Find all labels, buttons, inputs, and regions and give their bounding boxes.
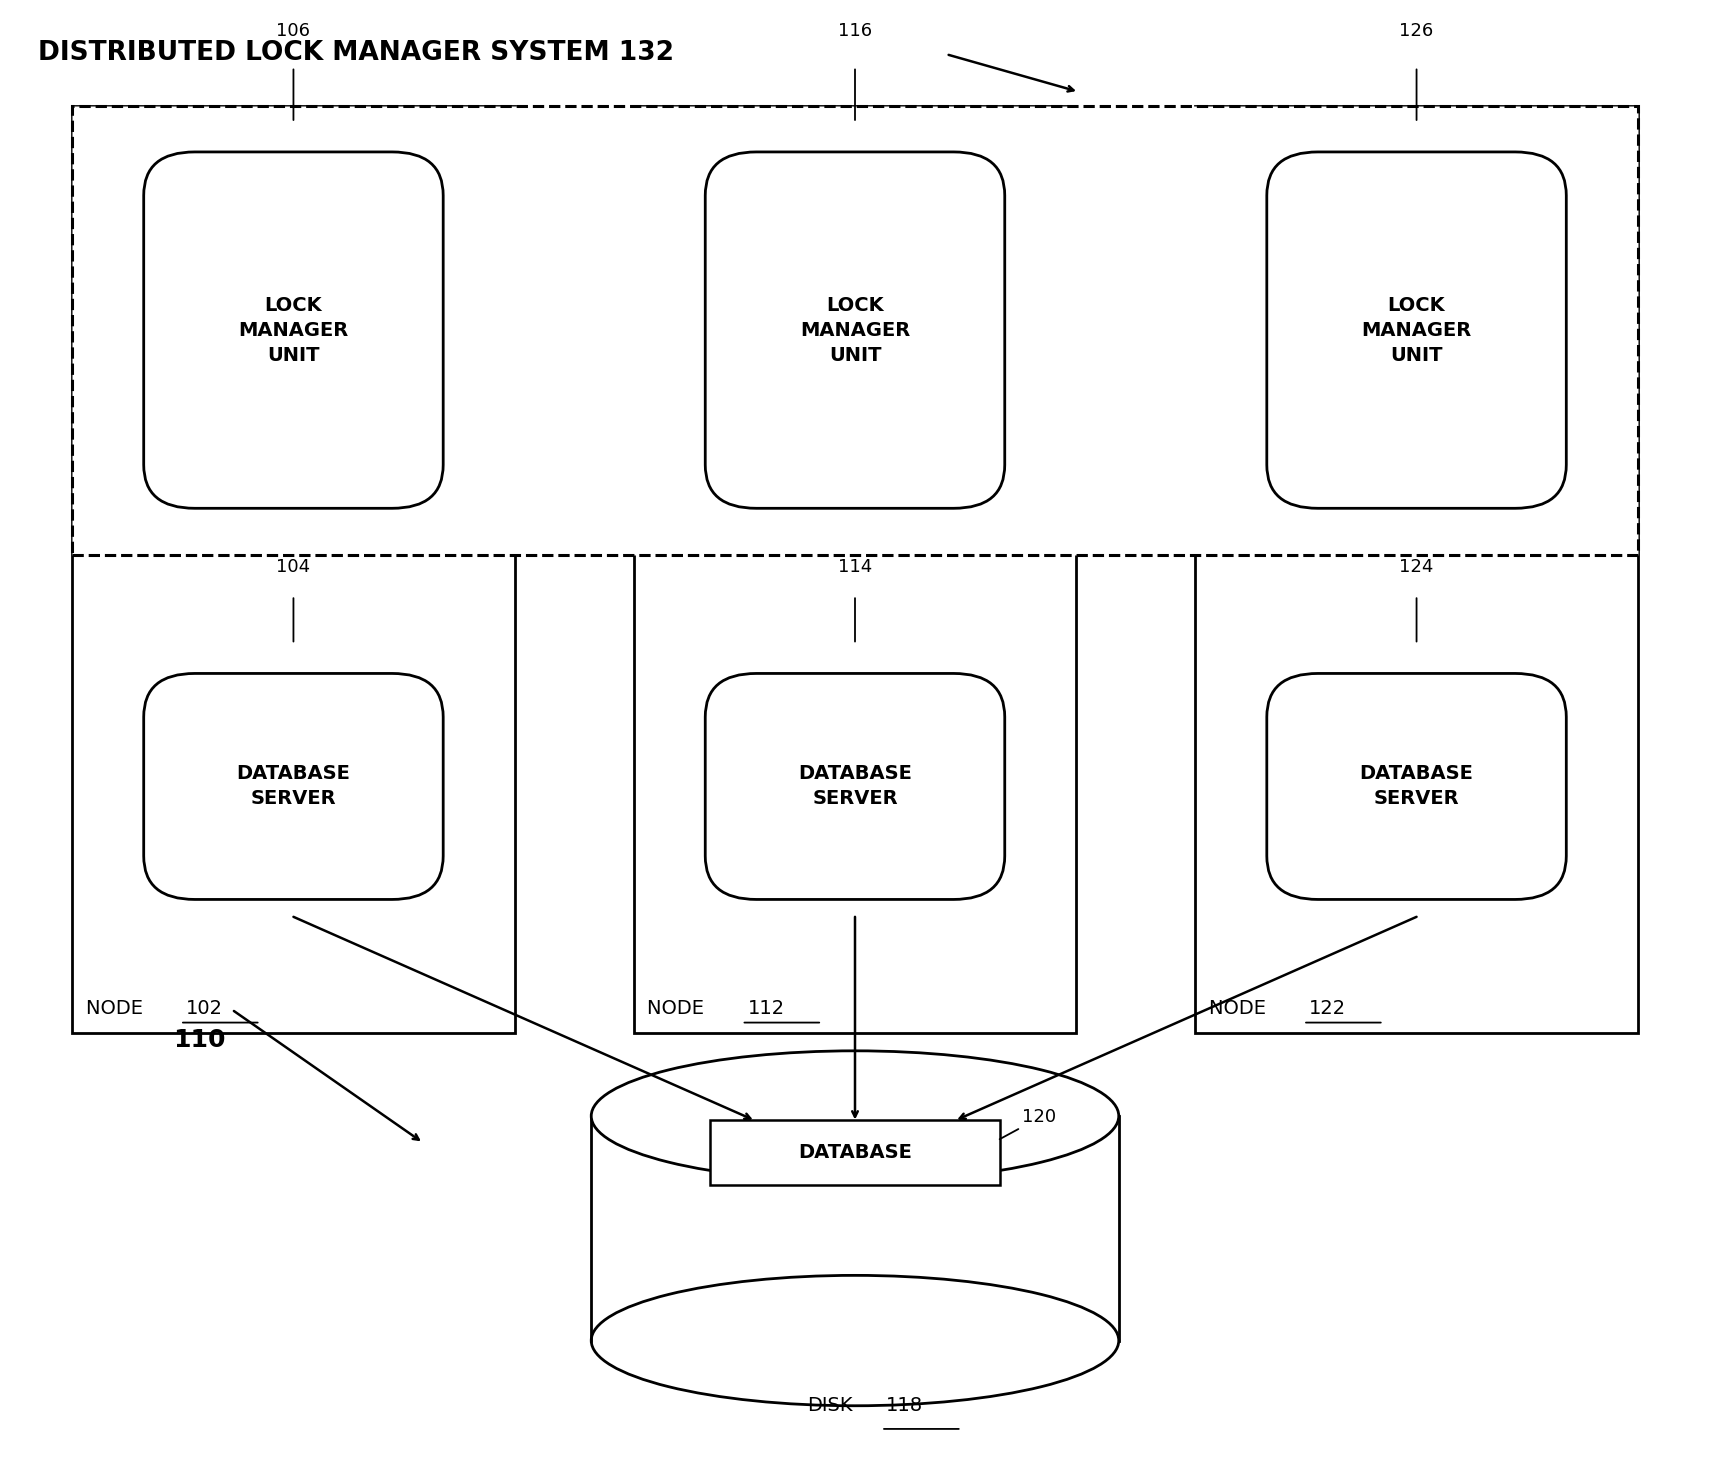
Bar [72, 105, 1638, 555]
Text: DATABASE
SERVER: DATABASE SERVER [236, 765, 351, 809]
FancyBboxPatch shape [144, 673, 443, 899]
Ellipse shape [592, 1050, 1118, 1182]
Bar [1195, 105, 1638, 1033]
Text: 126: 126 [1399, 22, 1433, 41]
Text: LOCK
MANAGER
UNIT: LOCK MANAGER UNIT [238, 296, 349, 364]
Text: 112: 112 [747, 1000, 785, 1018]
Bar [710, 1119, 1000, 1185]
Text: 106: 106 [277, 22, 311, 41]
Text: DISK: DISK [807, 1396, 853, 1415]
Text: DATABASE
SERVER: DATABASE SERVER [1359, 765, 1474, 809]
Text: DATABASE
SERVER: DATABASE SERVER [799, 765, 911, 809]
Text: DATABASE: DATABASE [799, 1142, 911, 1161]
Text: DISTRIBUTED LOCK MANAGER SYSTEM 132: DISTRIBUTED LOCK MANAGER SYSTEM 132 [38, 41, 674, 67]
Text: 116: 116 [838, 22, 872, 41]
Text: 102: 102 [186, 1000, 224, 1018]
Bar [72, 105, 515, 1033]
FancyBboxPatch shape [144, 152, 443, 508]
Ellipse shape [592, 1275, 1118, 1406]
Text: 104: 104 [277, 558, 311, 577]
Text: 118: 118 [886, 1396, 923, 1415]
Text: LOCK
MANAGER
UNIT: LOCK MANAGER UNIT [800, 296, 910, 364]
Bar [634, 105, 1076, 1033]
Text: 120: 120 [1023, 1109, 1055, 1126]
Text: LOCK
MANAGER
UNIT: LOCK MANAGER UNIT [1361, 296, 1472, 364]
Text: 122: 122 [1310, 1000, 1346, 1018]
Text: 124: 124 [1399, 558, 1433, 577]
FancyBboxPatch shape [1267, 152, 1566, 508]
FancyBboxPatch shape [705, 673, 1005, 899]
FancyBboxPatch shape [705, 152, 1005, 508]
Text: NODE: NODE [86, 1000, 149, 1018]
Text: 114: 114 [838, 558, 872, 577]
Polygon shape [592, 1116, 1118, 1340]
FancyBboxPatch shape [1267, 673, 1566, 899]
Text: 110: 110 [174, 1029, 226, 1052]
Text: NODE: NODE [1209, 1000, 1272, 1018]
Text: NODE: NODE [648, 1000, 711, 1018]
